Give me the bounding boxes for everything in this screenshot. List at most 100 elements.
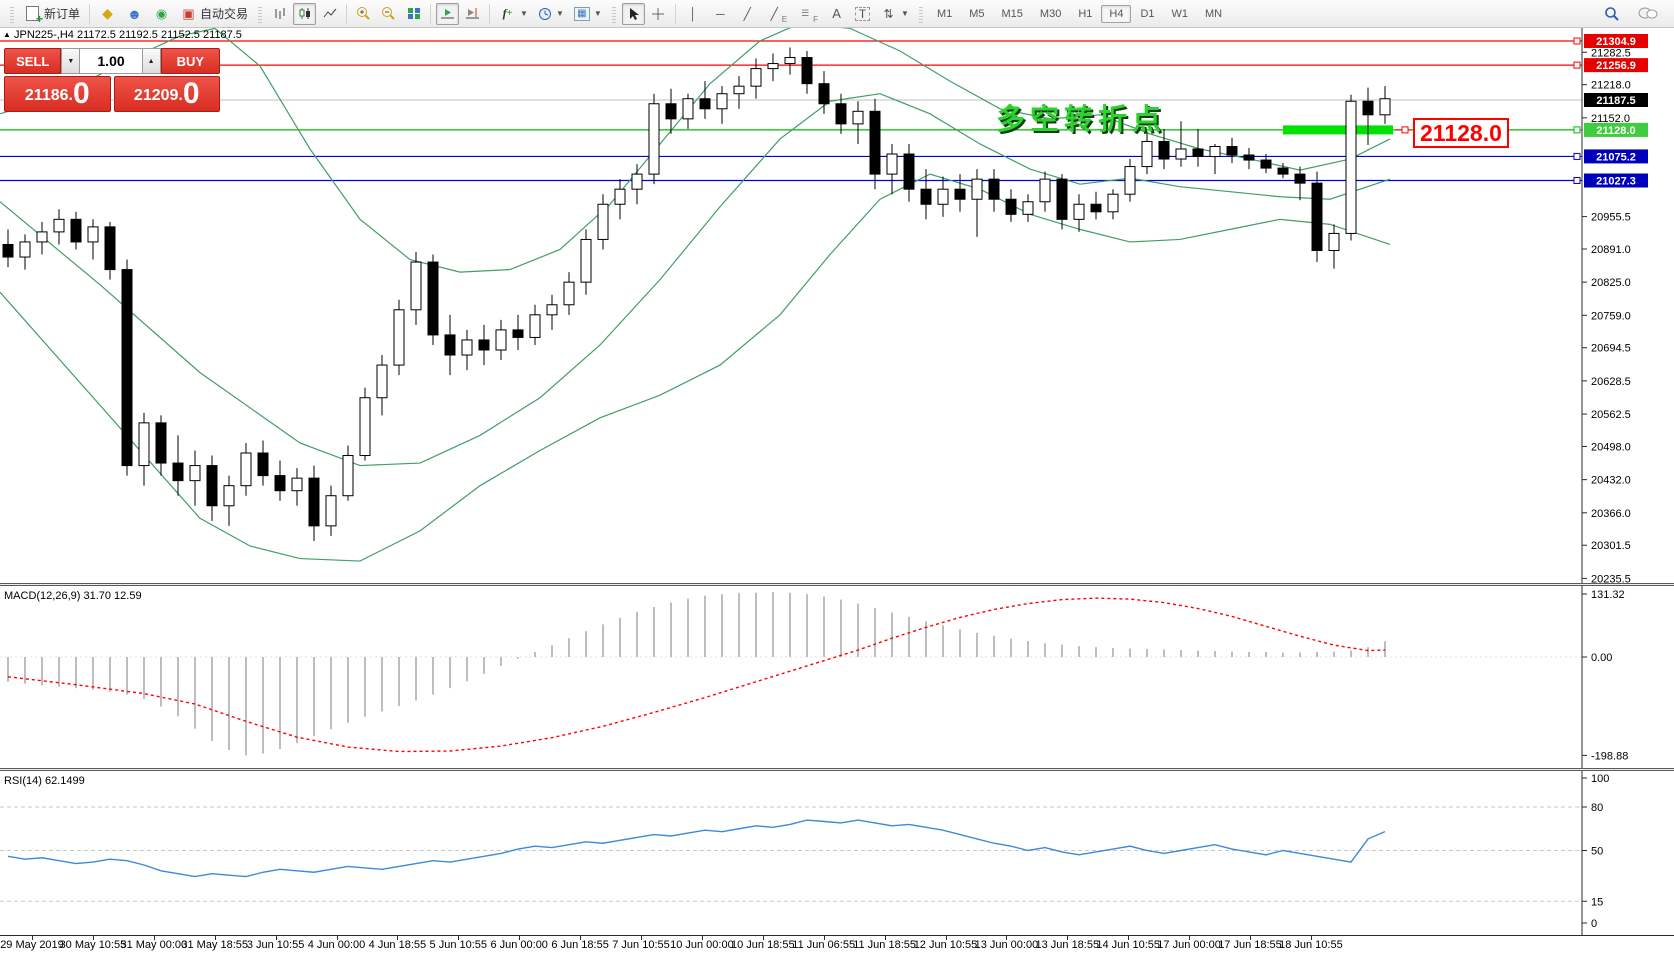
crosshair-button[interactable] — [647, 3, 670, 25]
time-label: 4 Jun 18:55 — [368, 939, 427, 951]
channel-button[interactable]: ╱ E — [762, 3, 791, 25]
bear-candle — [988, 178, 1000, 200]
price-callout-label[interactable]: 21128.0 — [1413, 118, 1509, 148]
time-tick — [92, 936, 94, 940]
sell-button[interactable]: SELL — [4, 48, 62, 74]
templates-button[interactable]: ▦ ▼ — [570, 3, 606, 25]
timeframe-m30[interactable]: M30 — [1039, 7, 1062, 20]
volume-decrease-button[interactable]: ▼ — [61, 48, 81, 74]
autotrading-button[interactable]: ▣ 自动交易 — [176, 3, 252, 25]
line-endpoint-marker — [1573, 126, 1581, 134]
line-chart-icon — [323, 8, 336, 18]
text-icon: A — [832, 6, 841, 21]
sell-price-box[interactable]: 21186. 0 — [4, 76, 111, 112]
zoom-out-button[interactable] — [377, 3, 400, 25]
bear-candle — [1294, 173, 1306, 184]
timeframe-h4[interactable]: H4 — [1101, 4, 1132, 23]
time-tick — [1310, 936, 1312, 940]
time-label: 17 Jun 00:00 — [1157, 939, 1221, 951]
price-badge-label: 21187.5 — [1596, 95, 1635, 107]
bear-candle — [172, 462, 184, 482]
add-indicator-icon: f + — [502, 6, 513, 20]
macd-pane[interactable]: 131.32 0.00 -198.88 MACD(12,26,9) 31.70 12.… — [0, 586, 1674, 768]
chat-icon — [1638, 7, 1658, 19]
separator — [489, 3, 491, 24]
text-label-icon: T — [855, 6, 871, 21]
search-button[interactable] — [1600, 3, 1624, 25]
signal-icon: ◉ — [155, 5, 168, 21]
arrows-button[interactable]: ⇅ ▼ — [876, 3, 913, 25]
time-tick — [1189, 936, 1191, 940]
callout-anchor — [1401, 126, 1409, 134]
buy-button[interactable]: BUY — [160, 48, 221, 74]
timeframe-m15[interactable]: M15 — [1001, 7, 1023, 20]
time-label: 30 May 10:55 — [59, 939, 127, 951]
chart-shift-button[interactable] — [461, 3, 484, 25]
timeframe-m5[interactable]: M5 — [969, 7, 985, 20]
bull-candle — [971, 178, 983, 200]
bull-candle — [1022, 201, 1034, 215]
text-label-button[interactable]: T — [851, 3, 874, 25]
time-label: 10 Jun 00:00 — [670, 939, 734, 951]
bull-candle — [1175, 148, 1187, 160]
chat-button[interactable] — [1634, 3, 1662, 25]
autotrading-label: 自动交易 — [200, 7, 249, 21]
bear-candle — [699, 98, 711, 110]
horizontal-line-button[interactable]: ─ — [708, 3, 733, 25]
signals-button[interactable]: ◉ — [149, 3, 174, 25]
autoscroll-button[interactable] — [436, 2, 460, 25]
text-button[interactable]: A — [824, 3, 849, 25]
profiles-button[interactable]: ☻ — [122, 3, 147, 25]
buy-price-box[interactable]: 21209. 0 — [113, 76, 220, 112]
periods-button[interactable]: ▼ — [534, 3, 568, 25]
bull-candle — [138, 422, 150, 467]
timeframe-mn[interactable]: MN — [1205, 7, 1223, 20]
chevron-down-icon: ▼ — [555, 9, 564, 18]
autoscroll-icon — [441, 9, 455, 19]
bear-candle — [920, 188, 932, 205]
time-tick — [336, 936, 338, 940]
volume-increase-button[interactable]: ▲ — [141, 48, 161, 74]
bull-candle — [291, 477, 303, 492]
new-order-button[interactable]: + 新订单 — [20, 3, 84, 25]
separator — [89, 3, 91, 24]
bull-candle — [410, 261, 422, 311]
highlight-segment — [1283, 125, 1393, 135]
styler-button[interactable]: ◆ — [95, 3, 120, 25]
bull-candle — [733, 85, 745, 95]
trendline-button[interactable]: ╱ — [735, 3, 760, 25]
channel-tag: E — [781, 14, 788, 24]
bull-candle — [580, 238, 592, 283]
bar-chart-button[interactable] — [268, 3, 291, 25]
bull-candle — [631, 173, 643, 190]
rsi-pane[interactable]: 100 80 50 15 0 RSI(14) 62.1499 — [0, 771, 1674, 935]
candlestick-button[interactable] — [293, 2, 317, 25]
bull-candle — [342, 455, 354, 497]
bull-candle — [325, 495, 337, 527]
timeframe-d1[interactable]: D1 — [1140, 7, 1155, 20]
pane-splitter[interactable] — [0, 768, 1674, 771]
tile-windows-button[interactable] — [402, 3, 425, 25]
zoom-in-button[interactable] — [352, 3, 375, 25]
line-chart-button[interactable] — [318, 3, 341, 25]
bull-candle — [1039, 178, 1051, 203]
timeframe-h1[interactable]: H1 — [1078, 7, 1093, 20]
bull-candle — [495, 329, 507, 351]
timeframe-w1[interactable]: W1 — [1171, 7, 1189, 20]
main-chart-pane[interactable]: 21282.5 21218.0 21152.0 20955.5 20891.0 20825… — [0, 28, 1674, 583]
window-expand-icon[interactable]: ▲ — [3, 30, 11, 39]
pane-splitter[interactable] — [0, 583, 1674, 586]
price-badge — [1584, 149, 1648, 164]
timeframe-m1[interactable]: M1 — [936, 7, 953, 20]
add-indicator-button[interactable]: f + ▼ — [495, 3, 532, 25]
time-tick — [762, 936, 764, 940]
fibonacci-button[interactable]: ☰ F — [793, 3, 822, 25]
bear-candle — [1243, 154, 1255, 161]
macd-label: MACD(12,26,9) 31.70 12.59 — [4, 590, 142, 602]
time-axis[interactable]: 29 May 2019 30 May 10:55 31 May 00:00 31 Ma… — [0, 935, 1674, 953]
vertical-line-button[interactable]: │ — [681, 3, 706, 25]
volume-input[interactable]: 1.00 — [80, 48, 142, 74]
cursor-button[interactable] — [621, 2, 645, 25]
timeframe-bar: M1 M5 M15 M30 H1 H4 D1 W1 MN — [929, 4, 1230, 23]
time-tick — [580, 936, 582, 940]
